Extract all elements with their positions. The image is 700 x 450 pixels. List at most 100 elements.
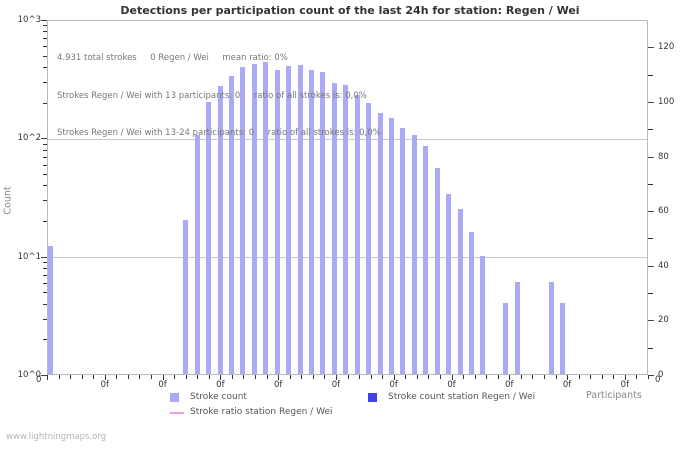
x-tick-mark [613, 375, 615, 379]
bar [446, 194, 451, 374]
y-tick-label-right: 120 [658, 42, 675, 53]
x-tick-mark [243, 375, 245, 379]
bar [48, 246, 53, 374]
y-tick-minor-right [648, 293, 653, 295]
x-tick-label: 0f [158, 380, 167, 390]
x-tick-label: 0f [447, 380, 456, 390]
bar [503, 302, 508, 374]
y-tick-mark-left [41, 20, 47, 21]
annotation-block: 4.931 total strokes 0 Regen / Wei mean r… [57, 27, 381, 165]
bar [423, 145, 428, 374]
x-tick-mark [532, 375, 534, 379]
y-tick-minor-left [42, 143, 47, 145]
x-tick-mark [127, 375, 129, 379]
y-tick-mark-left [41, 375, 47, 376]
x-tick-label: 0f [620, 380, 630, 390]
bar [183, 220, 188, 374]
x-tick-mark [370, 375, 372, 379]
y-tick-label-right: 20 [658, 315, 669, 326]
x-tick-mark [255, 375, 257, 379]
bar [389, 118, 394, 374]
x-tick-mark [590, 375, 592, 379]
x-tick-mark [266, 375, 268, 379]
x-tick-mark [393, 375, 395, 380]
annotation-line-3: Strokes Regen / Wei with 13-24 participa… [57, 128, 381, 138]
x-tick-mark [116, 375, 118, 379]
y-tick-minor-left [42, 67, 47, 69]
x-axis-label: Participants [586, 390, 642, 401]
bar [286, 66, 291, 374]
legend-label: Stroke count station Regen / Wei [388, 392, 536, 402]
y-tick-minor-left [42, 81, 47, 83]
x-tick-mark [185, 375, 187, 379]
y-tick-minor-left [42, 185, 47, 187]
watermark: www.lightningmaps.org [6, 432, 107, 442]
y-tick-minor-right [648, 74, 653, 76]
y-tick-minor-left [42, 102, 47, 104]
x-tick-mark [636, 375, 638, 379]
x-tick-mark [416, 375, 418, 379]
y-tick-label-right: 40 [658, 260, 669, 271]
y-tick-mark-right [648, 265, 654, 267]
y-tick-minor-left [42, 274, 47, 276]
x-tick-mark [289, 375, 291, 379]
legend-line-marker-icon [170, 412, 184, 414]
bar [435, 168, 440, 374]
legend: Stroke count Stroke count station Regen /… [0, 392, 700, 426]
legend-swatch-icon [368, 393, 377, 402]
x-tick-label: 0f [389, 380, 398, 390]
x-tick-mark [174, 375, 176, 379]
annotation-line-2: Strokes Regen / Wei with 13 participants… [57, 90, 367, 101]
x-tick-label: 0f [100, 380, 109, 390]
y-tick-mark-right [648, 101, 654, 103]
x-tick-mark [139, 375, 141, 379]
x-tick-mark [509, 375, 511, 380]
x-tick-label: 0f [505, 380, 514, 390]
x-tick-label: 0f [562, 380, 572, 390]
y-tick-minor-left [42, 173, 47, 175]
bar [549, 281, 554, 374]
x-tick-mark [439, 375, 441, 379]
chart-title: Detections per participation count of th… [120, 4, 580, 17]
y-tick-mark-right [648, 375, 654, 376]
bar [218, 86, 223, 374]
bar [355, 94, 360, 374]
y-tick-mark-right [648, 47, 654, 49]
bar [275, 70, 280, 374]
y-tick-label-left: 10^0 [17, 370, 41, 380]
x-tick-label: 0f [273, 380, 283, 390]
bar [320, 72, 325, 374]
bar [298, 65, 303, 374]
y-tick-minor-right [648, 238, 653, 240]
bar [378, 113, 383, 374]
x-tick-mark [451, 375, 453, 380]
y-tick-minor-left [42, 31, 47, 33]
legend-label: Stroke count [190, 392, 247, 402]
x-tick-mark [208, 375, 210, 379]
x-tick-mark [497, 375, 499, 379]
bar [206, 101, 211, 374]
x-tick-label: 0f [216, 380, 225, 390]
x-tick-mark [81, 375, 83, 379]
y-tick-minor-left [42, 221, 47, 223]
x-tick-mark [47, 375, 48, 380]
bar [560, 302, 565, 374]
x-tick-mark [520, 375, 522, 379]
x-tick-mark [70, 375, 72, 379]
bar [252, 64, 257, 374]
bar [366, 103, 371, 374]
y-tick-label-right: 100 [658, 96, 675, 107]
bar [458, 208, 463, 374]
y-tick-minor-left [42, 46, 47, 48]
y-tick-minor-right [648, 129, 653, 131]
x-tick-mark [58, 375, 60, 379]
x-axis: 0f 0f 0f 0f 0f 0f 0f 0f 0f 0f [47, 375, 649, 397]
y-tick-minor-left [42, 262, 47, 264]
y-tick-mark-right [648, 211, 654, 213]
y-tick-label-right: 80 [658, 151, 669, 162]
y-tick-mark-right [648, 156, 654, 158]
x-tick-mark [601, 375, 603, 379]
plot-area [47, 20, 648, 375]
